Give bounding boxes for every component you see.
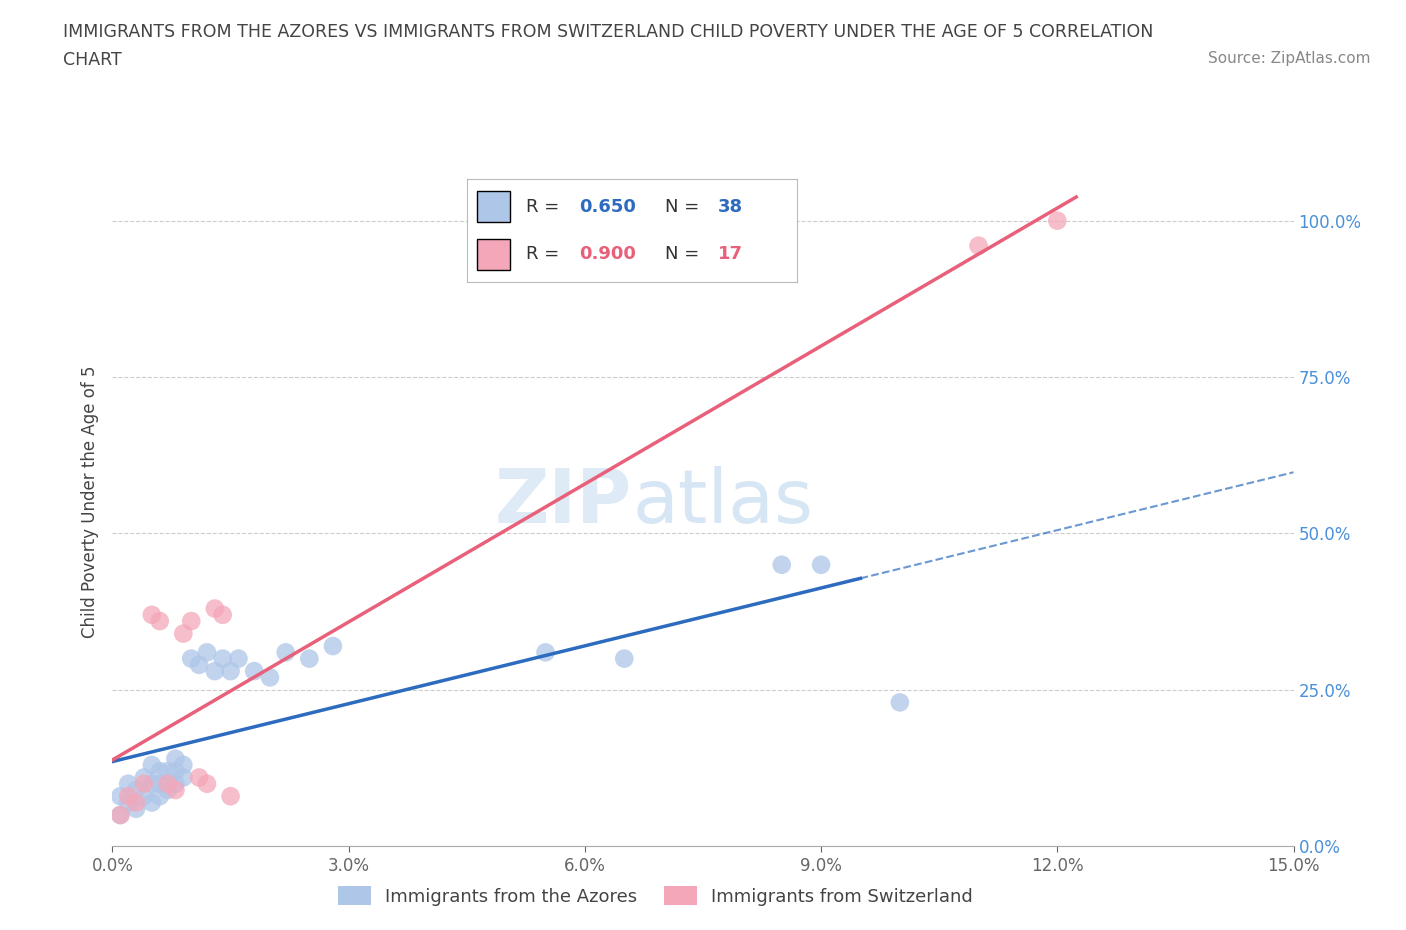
Point bbox=[219, 789, 242, 804]
Point bbox=[810, 557, 832, 572]
Point bbox=[1046, 213, 1069, 228]
Point bbox=[132, 777, 155, 791]
Legend: Immigrants from the Azores, Immigrants from Switzerland: Immigrants from the Azores, Immigrants f… bbox=[330, 879, 980, 913]
Point bbox=[172, 758, 194, 773]
Point bbox=[228, 651, 250, 666]
Point bbox=[141, 777, 163, 791]
Point bbox=[889, 695, 911, 710]
Point bbox=[180, 614, 202, 629]
Point bbox=[125, 795, 148, 810]
Point bbox=[156, 777, 179, 791]
Point bbox=[188, 770, 211, 785]
Point bbox=[141, 758, 163, 773]
Point bbox=[770, 557, 793, 572]
Text: ZIP: ZIP bbox=[495, 466, 633, 538]
Point bbox=[110, 789, 132, 804]
Point bbox=[149, 777, 172, 791]
Point bbox=[141, 607, 163, 622]
Point bbox=[243, 664, 266, 679]
Point bbox=[172, 770, 194, 785]
Point bbox=[165, 751, 187, 766]
Point bbox=[180, 651, 202, 666]
Point bbox=[322, 639, 344, 654]
Point bbox=[141, 795, 163, 810]
Point bbox=[195, 644, 218, 659]
Point bbox=[298, 651, 321, 666]
Point bbox=[613, 651, 636, 666]
Point bbox=[219, 664, 242, 679]
Point bbox=[156, 782, 179, 797]
Point bbox=[211, 651, 233, 666]
Point bbox=[110, 807, 132, 822]
Point bbox=[211, 607, 233, 622]
Text: CHART: CHART bbox=[63, 51, 122, 69]
Point bbox=[195, 777, 218, 791]
Point bbox=[149, 764, 172, 778]
Point bbox=[125, 802, 148, 817]
Text: atlas: atlas bbox=[633, 466, 813, 538]
Point bbox=[172, 626, 194, 641]
Point bbox=[132, 770, 155, 785]
Point bbox=[967, 238, 990, 253]
Point bbox=[188, 658, 211, 672]
Point bbox=[204, 601, 226, 616]
Text: Source: ZipAtlas.com: Source: ZipAtlas.com bbox=[1208, 51, 1371, 66]
Point bbox=[259, 670, 281, 684]
Point bbox=[110, 807, 132, 822]
Point bbox=[117, 777, 139, 791]
Point bbox=[165, 782, 187, 797]
Point bbox=[117, 789, 139, 804]
Point bbox=[165, 764, 187, 778]
Point bbox=[534, 644, 557, 659]
Text: IMMIGRANTS FROM THE AZORES VS IMMIGRANTS FROM SWITZERLAND CHILD POVERTY UNDER TH: IMMIGRANTS FROM THE AZORES VS IMMIGRANTS… bbox=[63, 23, 1154, 41]
Point bbox=[149, 789, 172, 804]
Point bbox=[125, 782, 148, 797]
Point bbox=[117, 795, 139, 810]
Y-axis label: Child Poverty Under the Age of 5: Child Poverty Under the Age of 5 bbox=[80, 365, 98, 639]
Point bbox=[204, 664, 226, 679]
Point bbox=[274, 644, 297, 659]
Point bbox=[156, 764, 179, 778]
Point bbox=[149, 614, 172, 629]
Point bbox=[132, 789, 155, 804]
Point bbox=[165, 777, 187, 791]
